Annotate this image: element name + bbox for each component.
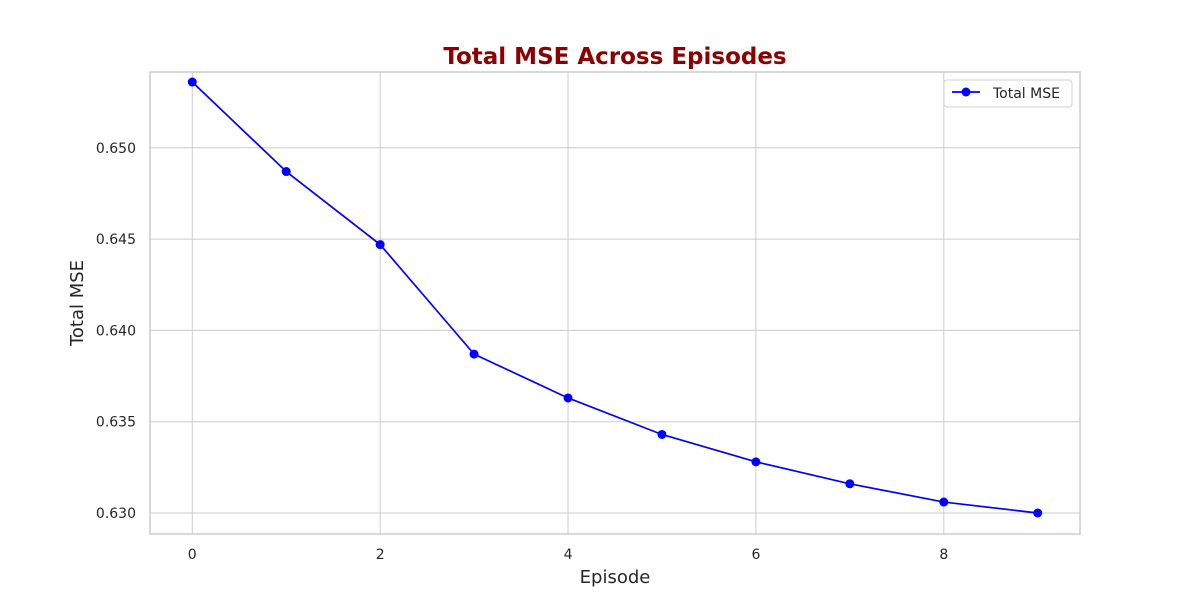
x-axis-ticks: 0 2 4 6 8: [188, 547, 948, 563]
x-axis-label: Episode: [580, 567, 651, 588]
data-point: [187, 77, 197, 87]
y-tick-label: 0.630: [96, 506, 136, 522]
x-tick-label: 4: [564, 547, 573, 563]
series-layer: [187, 77, 1043, 518]
data-point: [375, 240, 385, 250]
y-tick-label: 0.645: [96, 232, 136, 248]
y-tick-label: 0.640: [96, 323, 136, 339]
data-point: [469, 349, 479, 359]
legend-box: [943, 79, 1073, 108]
data-point: [845, 479, 855, 489]
grid: [150, 72, 1080, 534]
chart-title: Total MSE Across Episodes: [443, 44, 786, 70]
data-point: [1033, 508, 1043, 518]
y-tick-label: 0.650: [96, 141, 136, 157]
data-point: [281, 167, 291, 177]
y-tick-label: 0.635: [96, 415, 136, 431]
series-line: [191, 81, 1038, 514]
data-point: [563, 393, 573, 403]
data-point: [751, 457, 761, 467]
legend: Total MSE: [943, 79, 1073, 108]
x-tick-label: 6: [751, 547, 760, 563]
x-tick-label: 2: [376, 547, 385, 563]
x-tick-label: 0: [188, 547, 197, 563]
x-tick-label: 8: [939, 547, 948, 563]
legend-label: Total MSE: [992, 86, 1060, 102]
y-axis-ticks: 0.630 0.635 0.640 0.645 0.650: [96, 141, 136, 522]
y-axis-label: Total MSE: [67, 260, 88, 347]
plot-frame: [149, 71, 1081, 535]
data-point: [657, 429, 667, 439]
legend-marker-icon: [961, 87, 971, 97]
data-point: [939, 497, 949, 507]
